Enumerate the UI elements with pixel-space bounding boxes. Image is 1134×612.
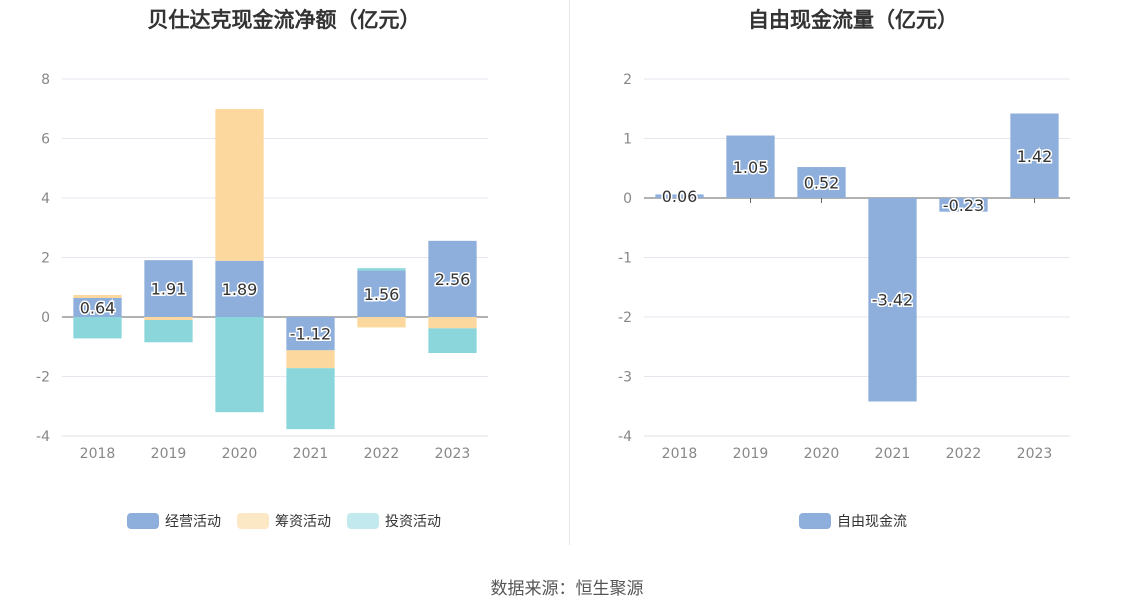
y-tick-label: -4 [618, 429, 632, 445]
y-tick-label: 2 [41, 251, 50, 267]
y-tick-label: -1 [618, 251, 632, 267]
bar-筹资活动-2019 [144, 317, 193, 320]
panel-divider [569, 0, 570, 545]
bar-投资活动-2019 [144, 319, 193, 343]
legend-swatch [127, 513, 159, 529]
y-tick-label: -3 [618, 370, 632, 386]
legend-swatch [347, 513, 379, 529]
x-tick-label: 2019 [733, 446, 769, 462]
bar-经营活动-2023 [428, 240, 477, 317]
right-chart-legend: 自由现金流 [572, 511, 1134, 531]
bar-投资活动-2020 [215, 317, 264, 413]
bar-经营活动-2020 [215, 260, 264, 317]
legend-item[interactable]: 自由现金流 [799, 511, 907, 531]
y-tick-label: 4 [41, 191, 50, 207]
left-chart-legend: 经营活动 筹资活动 投资活动 [0, 511, 568, 531]
data-label: 1.05 [733, 158, 769, 177]
data-label: -3.42 [872, 291, 913, 310]
x-tick-label: 2023 [435, 446, 471, 462]
bar-自由现金流-2018 [655, 194, 704, 198]
left-chart-title: 贝仕达克现金流净额（亿元） [147, 8, 421, 32]
data-label: 1.89 [222, 280, 258, 299]
bar-经营活动-2021 [286, 317, 335, 351]
x-tick-label: 2022 [364, 446, 400, 462]
bar-投资活动-2018 [73, 317, 122, 339]
data-label: 2.56 [435, 270, 471, 289]
legend-item[interactable]: 经营活动 [127, 511, 221, 531]
right-chart-svg: 2 1 0 -1 -2 -3 -4 2018 2019 2020 2021 2022 2023 0.06 1… [618, 72, 1070, 462]
data-label: 1.56 [364, 285, 400, 304]
left-chart-svg: 8 6 4 2 0 -2 -4 2018 2019 2020 2021 2022 2023 0.64 1.9… [36, 72, 488, 462]
left-chart-panel: 贝仕达克现金流净额（亿元） 8 6 4 2 0 -2 -4 2018 2019 2020 2021 2… [0, 0, 568, 560]
bar-自由现金流-2023 [1010, 113, 1059, 198]
data-label: 0.52 [804, 174, 840, 193]
bar-筹资活动-2022 [357, 317, 406, 328]
bar-筹资活动-2020 [215, 109, 264, 261]
data-label: 1.91 [151, 280, 187, 299]
bar-投资活动-2023 [428, 328, 477, 353]
bar-筹资活动-2023 [428, 317, 477, 329]
x-tick-label: 2020 [222, 446, 258, 462]
data-label: 1.42 [1017, 147, 1053, 166]
right-chart-panel: 自由现金流量（亿元） 2 1 0 -1 -2 -3 -4 2018 2019 2020 2021 20… [572, 0, 1134, 560]
data-source-note: 数据来源：恒生聚源 [490, 579, 644, 599]
y-tick-label: -2 [36, 370, 50, 386]
bar-经营活动-2019 [144, 260, 193, 317]
y-tick-label: 6 [41, 132, 50, 148]
x-tick-label: 2023 [1017, 446, 1053, 462]
data-label: -0.23 [943, 196, 984, 215]
bar-筹资活动-2018 [73, 294, 122, 298]
data-label: 0.64 [80, 298, 116, 317]
bar-自由现金流-2020 [797, 167, 846, 198]
y-tick-label: 0 [41, 310, 50, 326]
legend-label: 经营活动 [165, 514, 221, 530]
bar-自由现金流-2022 [939, 198, 988, 212]
y-tick-label: -4 [36, 429, 50, 445]
x-tick-label: 2018 [80, 446, 116, 462]
x-tick-label: 2022 [946, 446, 982, 462]
x-tick-label: 2021 [293, 446, 329, 462]
legend-label: 筹资活动 [275, 514, 331, 530]
y-tick-label: 2 [623, 72, 632, 88]
bar-投资活动-2022 [357, 268, 406, 271]
legend-label: 自由现金流 [837, 514, 907, 530]
bar-筹资活动-2021 [286, 350, 335, 369]
data-label: 0.06 [662, 187, 698, 206]
legend-item[interactable]: 投资活动 [347, 511, 441, 531]
y-tick-label: 8 [41, 72, 50, 88]
x-tick-label: 2018 [662, 446, 698, 462]
bar-自由现金流-2021 [868, 198, 917, 402]
legend-item[interactable]: 筹资活动 [237, 511, 331, 531]
x-tick-label: 2020 [804, 446, 840, 462]
bar-自由现金流-2019 [726, 135, 775, 198]
y-tick-label: 0 [623, 191, 632, 207]
legend-swatch [237, 513, 269, 529]
bar-经营活动-2018 [73, 297, 122, 317]
legend-label: 投资活动 [385, 514, 441, 530]
legend-swatch [799, 513, 831, 529]
bar-经营活动-2022 [357, 270, 406, 317]
x-tick-label: 2019 [151, 446, 187, 462]
y-tick-label: 1 [623, 132, 632, 148]
data-label: -1.12 [290, 325, 331, 344]
right-chart-title: 自由现金流量（亿元） [748, 8, 958, 32]
y-tick-label: -2 [618, 310, 632, 326]
x-tick-label: 2021 [875, 446, 911, 462]
bar-投资活动-2021 [286, 368, 335, 430]
